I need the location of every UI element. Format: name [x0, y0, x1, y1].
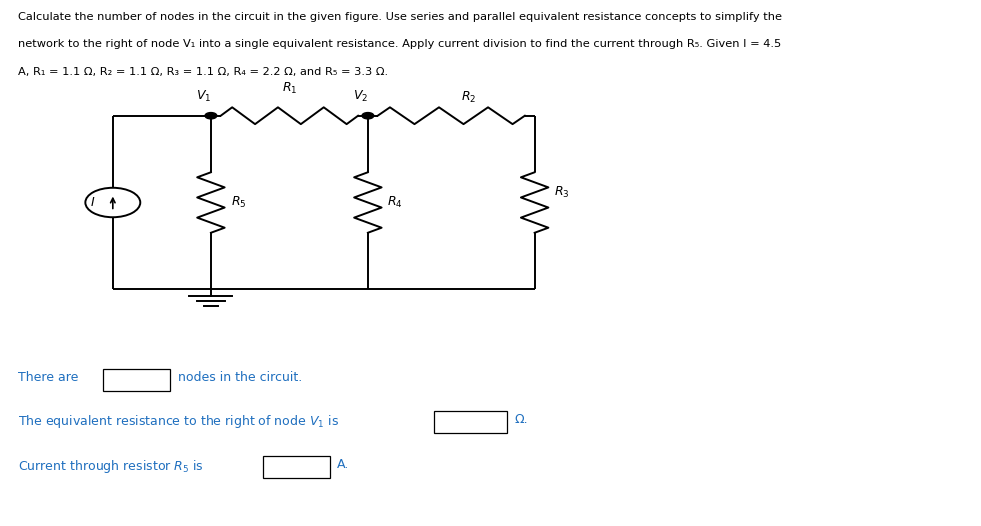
Text: $R_4$: $R_4$ [387, 195, 403, 210]
Text: $R_1$: $R_1$ [282, 80, 297, 96]
Circle shape [205, 113, 217, 119]
Text: A, R₁ = 1.1 Ω, R₂ = 1.1 Ω, R₃ = 1.1 Ω, R₄ = 2.2 Ω, and R₅ = 3.3 Ω.: A, R₁ = 1.1 Ω, R₂ = 1.1 Ω, R₃ = 1.1 Ω, R… [18, 67, 387, 77]
FancyBboxPatch shape [263, 456, 330, 478]
Text: Calculate the number of nodes in the circuit in the given figure. Use series and: Calculate the number of nodes in the cir… [18, 12, 782, 22]
Text: There are: There are [18, 371, 78, 384]
Text: The equivalent resistance to the right of node $V_1$ is: The equivalent resistance to the right o… [18, 413, 338, 430]
Text: $R_3$: $R_3$ [554, 185, 570, 199]
Text: $I$: $I$ [90, 196, 95, 209]
Text: nodes in the circuit.: nodes in the circuit. [178, 371, 302, 384]
Text: $R_2$: $R_2$ [461, 90, 477, 105]
Text: Current through resistor $R_5$ is: Current through resistor $R_5$ is [18, 458, 203, 474]
Text: Ω.: Ω. [514, 413, 528, 426]
FancyBboxPatch shape [103, 369, 170, 391]
Text: $V_1$: $V_1$ [196, 89, 212, 104]
FancyBboxPatch shape [434, 411, 507, 433]
Text: $R_5$: $R_5$ [231, 195, 246, 210]
Text: network to the right of node V₁ into a single equivalent resistance. Apply curre: network to the right of node V₁ into a s… [18, 39, 781, 49]
Text: A.: A. [336, 458, 348, 471]
Text: $V_2$: $V_2$ [353, 89, 369, 104]
Circle shape [362, 113, 374, 119]
